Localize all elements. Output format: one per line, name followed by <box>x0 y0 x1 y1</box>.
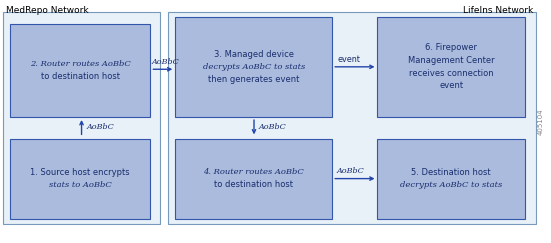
Text: decrypts AoBbC to stats: decrypts AoBbC to stats <box>203 63 305 71</box>
Text: AoBbC: AoBbC <box>336 167 364 175</box>
Text: Management Center: Management Center <box>408 56 495 65</box>
Text: AoBbC: AoBbC <box>152 58 179 66</box>
Text: MedRepo Network: MedRepo Network <box>6 6 88 15</box>
Text: LifeIns Network: LifeIns Network <box>463 6 533 15</box>
Text: AoBbC: AoBbC <box>259 123 287 131</box>
Bar <box>10 24 150 117</box>
Text: 405104: 405104 <box>538 108 544 135</box>
Text: 2. Router routes AoBbC: 2. Router routes AoBbC <box>30 60 131 68</box>
Bar <box>377 139 525 219</box>
Bar <box>377 17 525 117</box>
Text: 1. Source host encrypts: 1. Source host encrypts <box>30 168 130 177</box>
Bar <box>3 12 160 224</box>
Text: stats to AoBbC: stats to AoBbC <box>49 181 111 189</box>
Text: AoBbC: AoBbC <box>87 123 115 131</box>
Text: decrypts AoBbC to stats: decrypts AoBbC to stats <box>400 181 503 189</box>
Bar <box>168 12 536 224</box>
Bar <box>175 17 332 117</box>
Text: 3. Managed device: 3. Managed device <box>214 50 294 59</box>
Text: 5. Destination host: 5. Destination host <box>412 168 491 177</box>
Text: to destination host: to destination host <box>214 180 293 190</box>
Text: receives connection: receives connection <box>409 69 494 78</box>
Text: to destination host: to destination host <box>41 72 120 81</box>
Bar <box>175 139 332 219</box>
Text: event: event <box>439 81 463 90</box>
Bar <box>10 139 150 219</box>
Text: 4. Router routes AoBbC: 4. Router routes AoBbC <box>203 168 304 176</box>
Text: event: event <box>337 55 360 64</box>
Text: 6. Firepower: 6. Firepower <box>425 43 477 52</box>
Text: then generates event: then generates event <box>208 75 299 84</box>
